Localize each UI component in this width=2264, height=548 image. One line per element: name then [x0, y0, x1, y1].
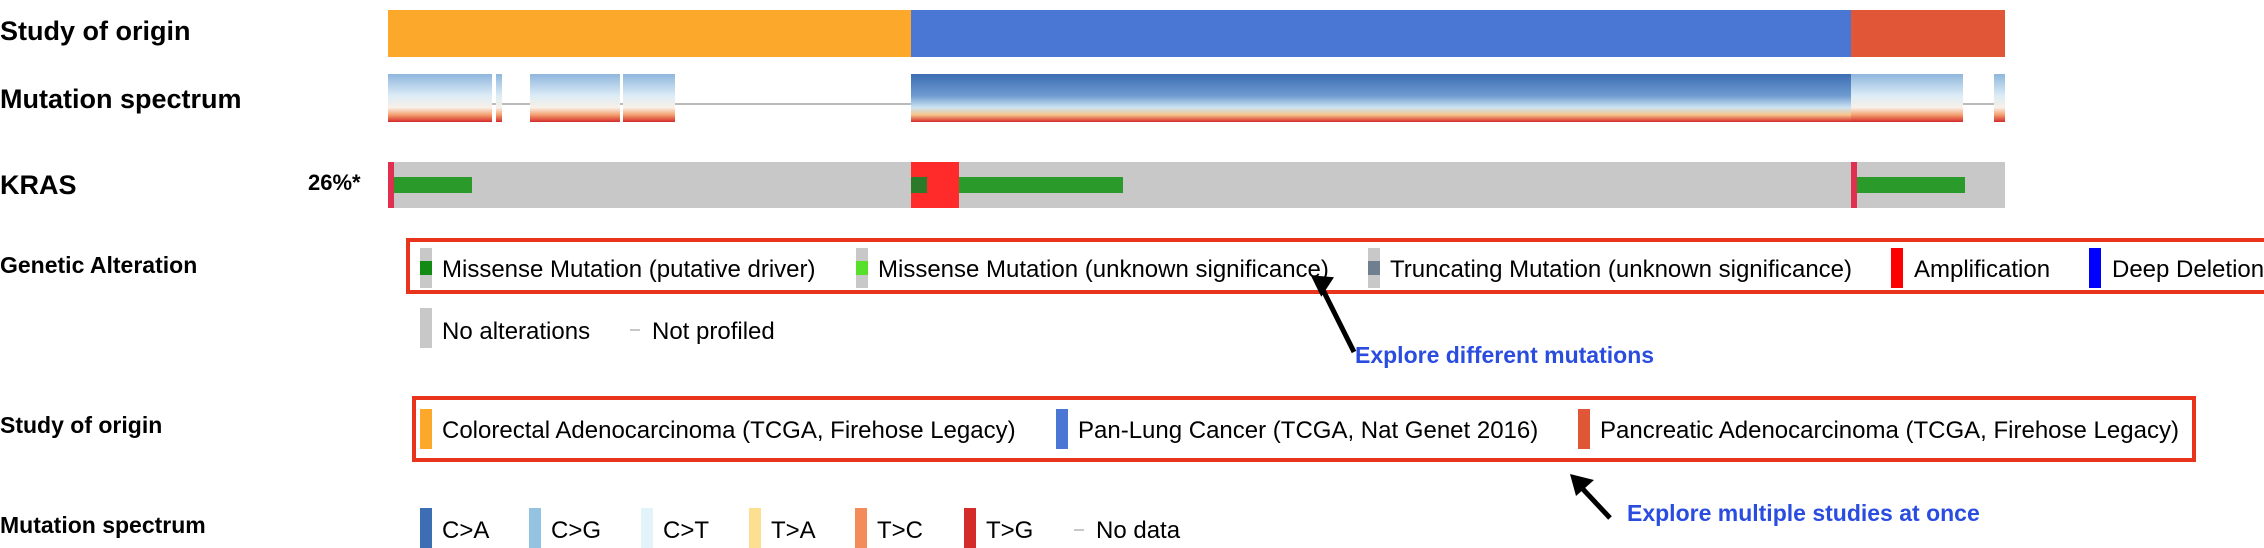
arrow-icon-explore-studies	[1570, 474, 1612, 520]
spectrum-block-pan-lung	[911, 74, 1851, 122]
spectrum-block-pancreatic-2	[1994, 74, 2005, 122]
legend-no-data: No data	[1096, 517, 1181, 544]
study-origin-track[interactable]	[388, 10, 2005, 57]
no-alterations-swatch	[420, 308, 432, 348]
amplification-cell	[388, 162, 394, 208]
spectrum-block-pancreatic-1	[1851, 74, 1963, 122]
spectrum-block-colorectal-1	[388, 74, 492, 122]
pancreatic-swatch	[1578, 409, 1590, 449]
mutation-spectrum-track[interactable]	[388, 74, 2005, 122]
legend-colorectal: Colorectal Adenocarcinoma (TCGA, Firehos…	[442, 417, 1016, 444]
ca-swatch	[420, 508, 432, 548]
legend-ct: C>T	[663, 517, 710, 544]
track-label-study-of-origin: Study of origin	[0, 16, 191, 46]
legend-title-genetic-alteration: Genetic Alteration	[0, 252, 198, 278]
spectrum-block-colorectal-3	[530, 74, 620, 122]
tc-swatch	[855, 508, 867, 548]
arrow-icon-explore-mutations	[1310, 275, 1357, 354]
missense-driver-block-pan-lung	[959, 177, 1123, 193]
legend-amplification: Amplification	[1914, 256, 2051, 283]
legend-truncating: Truncating Mutation (unknown significanc…	[1390, 256, 1853, 283]
legend-missense-driver: Missense Mutation (putative driver)	[442, 256, 816, 283]
not-profiled-swatch	[630, 329, 640, 331]
highlight-box-study-of-origin	[412, 396, 2196, 462]
study-pancreatic-segment[interactable]	[1851, 10, 2005, 57]
deep-deletion-swatch	[2089, 248, 2101, 288]
spectrum-block-colorectal-4	[623, 74, 675, 122]
annotation-explore-studies: Explore multiple studies at once	[1627, 500, 1980, 526]
study-colorectal-segment[interactable]	[388, 10, 911, 57]
colorectal-swatch	[420, 409, 432, 449]
legend-title-mutation-spectrum: Mutation spectrum	[0, 512, 206, 538]
truncating-swatch	[1368, 248, 1380, 288]
track-label-mutation-spectrum: Mutation spectrum	[0, 84, 242, 114]
legend-pan-lung: Pan-Lung Cancer (TCGA, Nat Genet 2016)	[1078, 417, 1539, 444]
gene-alteration-frequency: 26%*	[308, 170, 361, 195]
amplification-swatch	[1891, 248, 1903, 288]
annotation-explore-mutations: Explore different mutations	[1355, 342, 1655, 368]
track-label-kras[interactable]: KRAS	[0, 170, 77, 200]
spectrum-block-colorectal-2	[496, 74, 502, 122]
kras-alteration-track[interactable]	[388, 162, 2005, 208]
ct-swatch	[641, 508, 653, 548]
missense-driver-swatch	[420, 248, 432, 288]
missense-driver-block-pancreatic	[1857, 177, 1965, 193]
cg-swatch	[529, 508, 541, 548]
legend-missense-unknown: Missense Mutation (unknown significance)	[878, 256, 1329, 283]
ta-swatch	[749, 508, 761, 548]
legend-deep-deletion: Deep Deletion	[2112, 256, 2264, 283]
legend-cg: C>G	[551, 517, 602, 544]
missense-unknown-swatch	[856, 248, 868, 288]
missense-driver-block-colorectal	[394, 177, 472, 193]
amplification-cell-pancreatic	[1851, 162, 1857, 208]
legend-not-profiled: Not profiled	[652, 318, 775, 345]
legend-tc: T>C	[877, 517, 924, 544]
legend-ta: T>A	[771, 517, 816, 544]
pan-lung-swatch	[1056, 409, 1068, 449]
legend-pancreatic: Pancreatic Adenocarcinoma (TCGA, Firehos…	[1600, 417, 2179, 444]
study-pan-lung-segment[interactable]	[911, 10, 1851, 57]
tg-swatch	[964, 508, 976, 548]
missense-driver-cell-pan-lung	[911, 177, 927, 193]
legend-ca: C>A	[442, 517, 490, 544]
no-data-swatch	[1074, 529, 1084, 531]
legend-tg: T>G	[986, 517, 1034, 544]
legend-title-study-of-origin: Study of origin	[0, 412, 163, 438]
legend-no-alterations: No alterations	[442, 318, 591, 345]
highlight-box-genetic-alteration	[406, 238, 2264, 294]
